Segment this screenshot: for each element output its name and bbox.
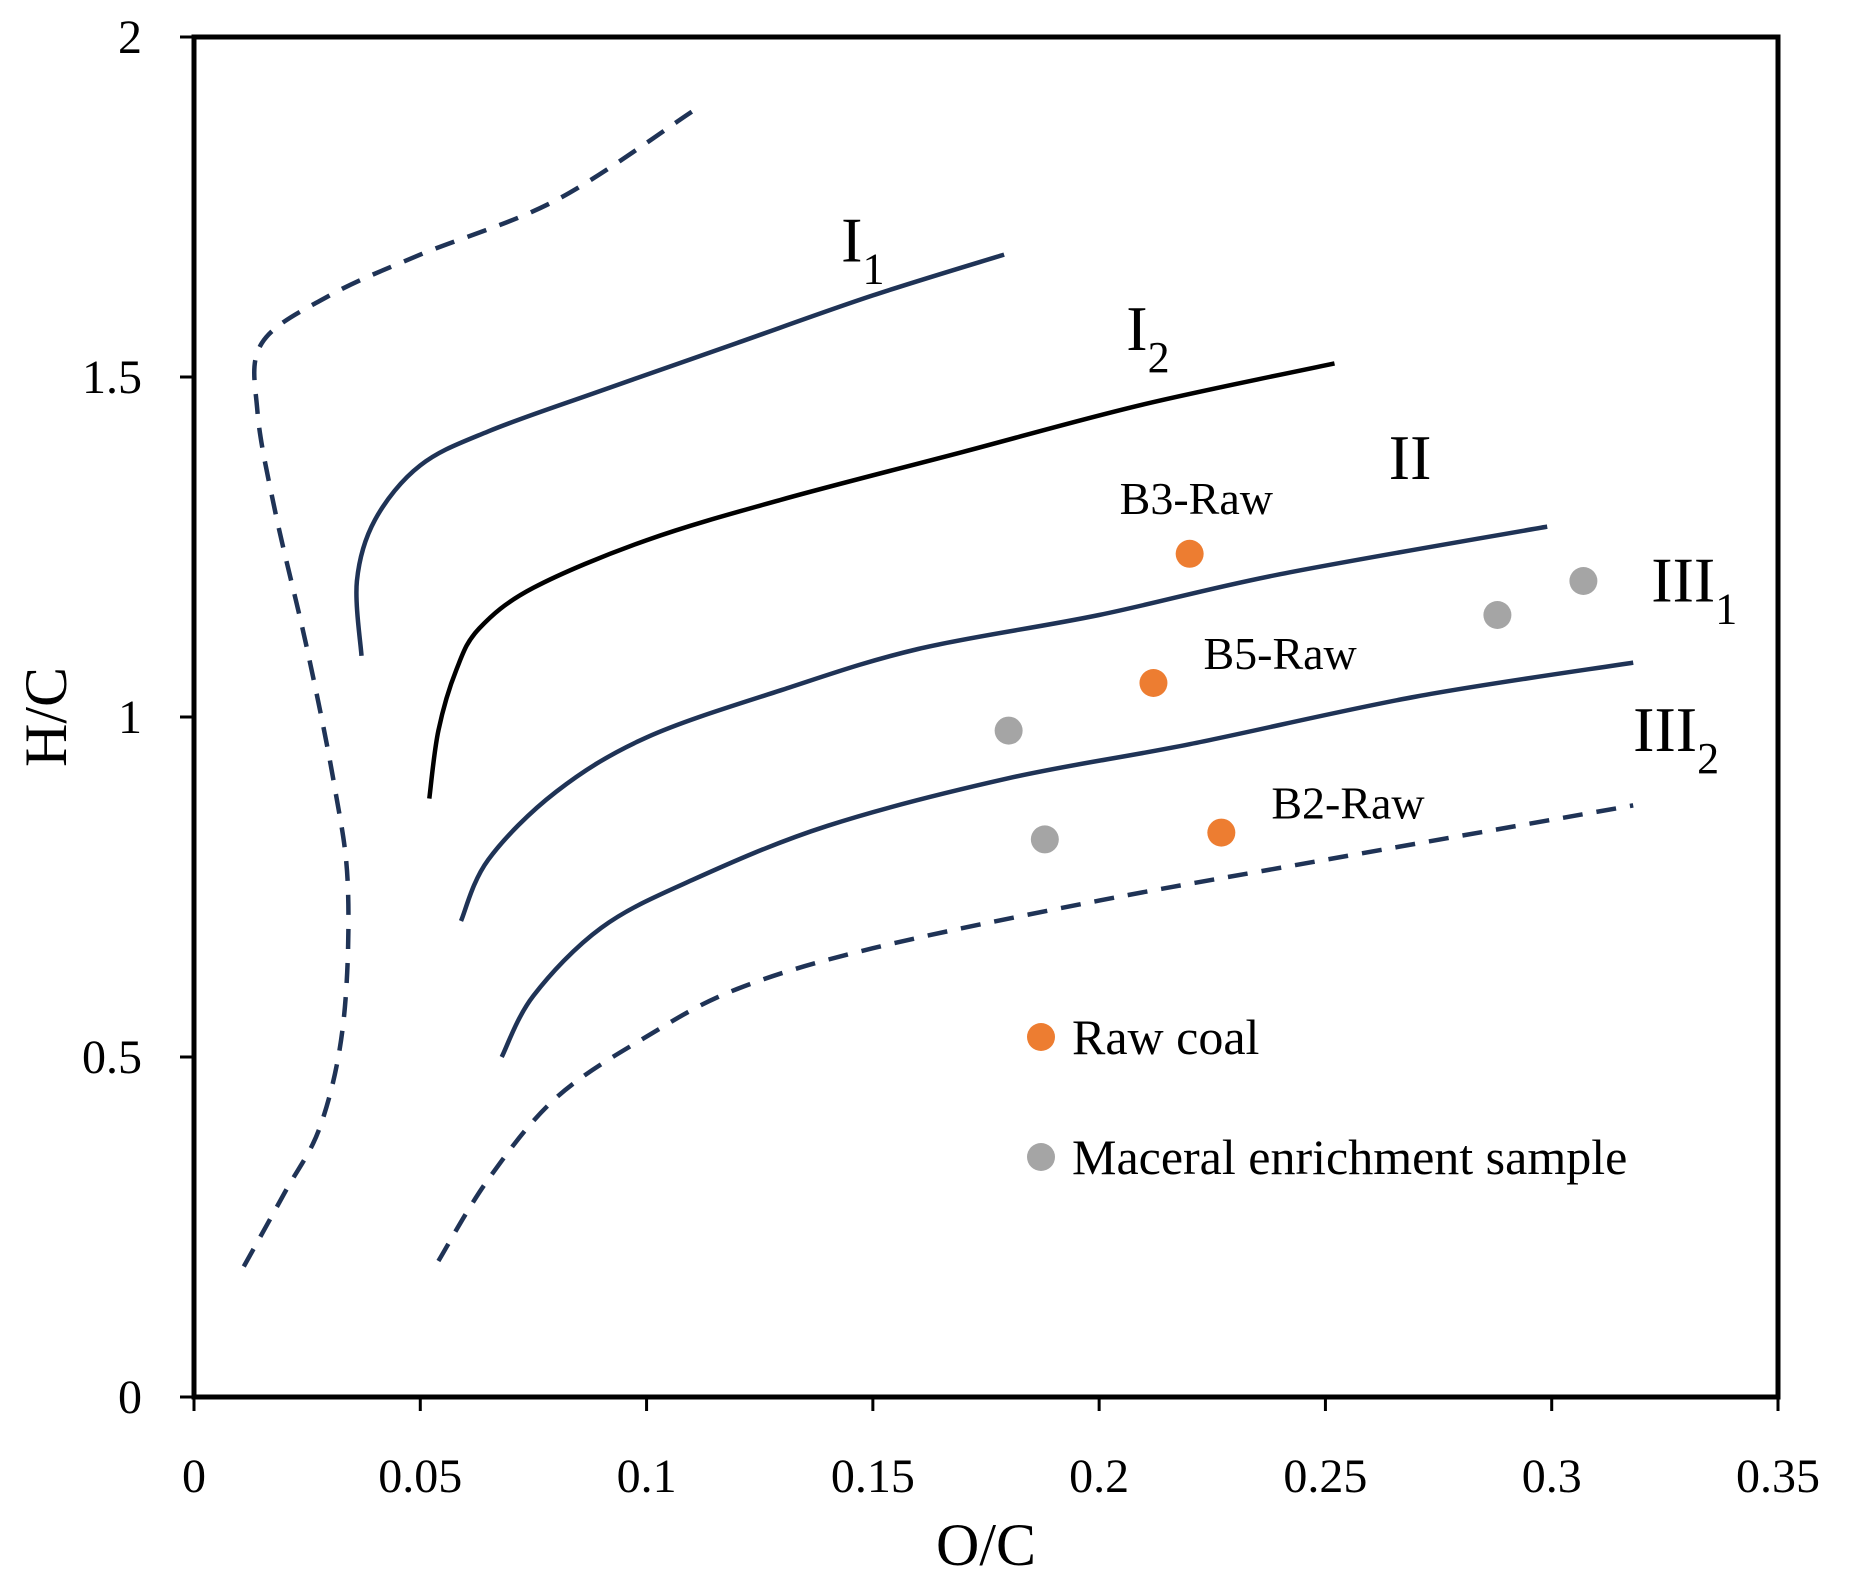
point-label: B3-Raw: [1120, 473, 1274, 524]
region-label: III1: [1651, 544, 1737, 633]
y-axis-title: H/C: [13, 667, 79, 767]
legend: Raw coal Maceral enrichment sample: [1027, 1009, 1627, 1185]
curve-I1: [354, 252, 1005, 656]
region-label-sub: 1: [1715, 584, 1737, 633]
region-label: I2: [1126, 293, 1169, 382]
x-axis-ticks: 0 0.05 0.1 0.15 0.2 0.25 0.3 0.35: [182, 1397, 1820, 1503]
y-tick-label: 1.5: [82, 351, 142, 404]
data-point: [1030, 825, 1059, 854]
legend-marker: [1027, 1023, 1055, 1051]
y-tick-label: 0.5: [82, 1031, 142, 1084]
region-label-main: II: [1389, 422, 1432, 493]
x-tick-label: 0.35: [1736, 1450, 1820, 1503]
region-label: II: [1389, 422, 1432, 493]
x-tick-label: 0.25: [1283, 1450, 1367, 1503]
curve-III1: [499, 660, 1634, 1059]
left-boundary: [237, 109, 694, 1276]
region-label: I1: [841, 204, 884, 293]
x-tick-label: 0.2: [1069, 1450, 1129, 1503]
region-label-sub: 2: [1697, 734, 1719, 783]
point-label: B2-Raw: [1271, 778, 1425, 829]
x-tick-label: 0.1: [617, 1450, 677, 1503]
data-point: [1175, 539, 1204, 568]
region-label-main: III: [1633, 694, 1697, 765]
data-point: [1483, 601, 1512, 629]
data-point: [1207, 818, 1236, 847]
data-points: B3-Raw B5-Raw B2-Raw: [994, 473, 1598, 854]
region-label-main: III: [1651, 544, 1715, 615]
region-label-sub: 1: [862, 244, 884, 293]
data-point: [1569, 567, 1598, 595]
boundary-curves: [237, 109, 1634, 1276]
plot-frame: [191, 34, 1781, 1400]
x-tick-label: 0.15: [831, 1450, 915, 1503]
curve-I2: [427, 361, 1335, 799]
legend-label: Raw coal: [1072, 1009, 1259, 1065]
curve-II: [458, 524, 1548, 922]
point-label: B5-Raw: [1203, 628, 1357, 679]
x-tick-label: 0.05: [378, 1450, 462, 1503]
y-tick-label: 1: [118, 691, 142, 744]
x-tick-label: 0.3: [1522, 1450, 1582, 1503]
y-tick-label: 2: [118, 11, 142, 64]
region-label-main: I: [841, 204, 862, 275]
region-label-main: I: [1126, 293, 1147, 364]
data-point: [1139, 669, 1168, 697]
region-label-sub: 2: [1148, 333, 1170, 382]
y-axis-ticks: 0 0.5 1 1.5 2: [82, 11, 194, 1424]
region-label: III2: [1633, 694, 1719, 783]
legend-label: Maceral enrichment sample: [1072, 1129, 1627, 1185]
x-tick-label: 0: [182, 1450, 206, 1503]
x-axis-title: O/C: [936, 1512, 1036, 1575]
data-point: [994, 716, 1023, 745]
y-tick-label: 0: [118, 1371, 142, 1424]
legend-marker: [1027, 1143, 1055, 1171]
